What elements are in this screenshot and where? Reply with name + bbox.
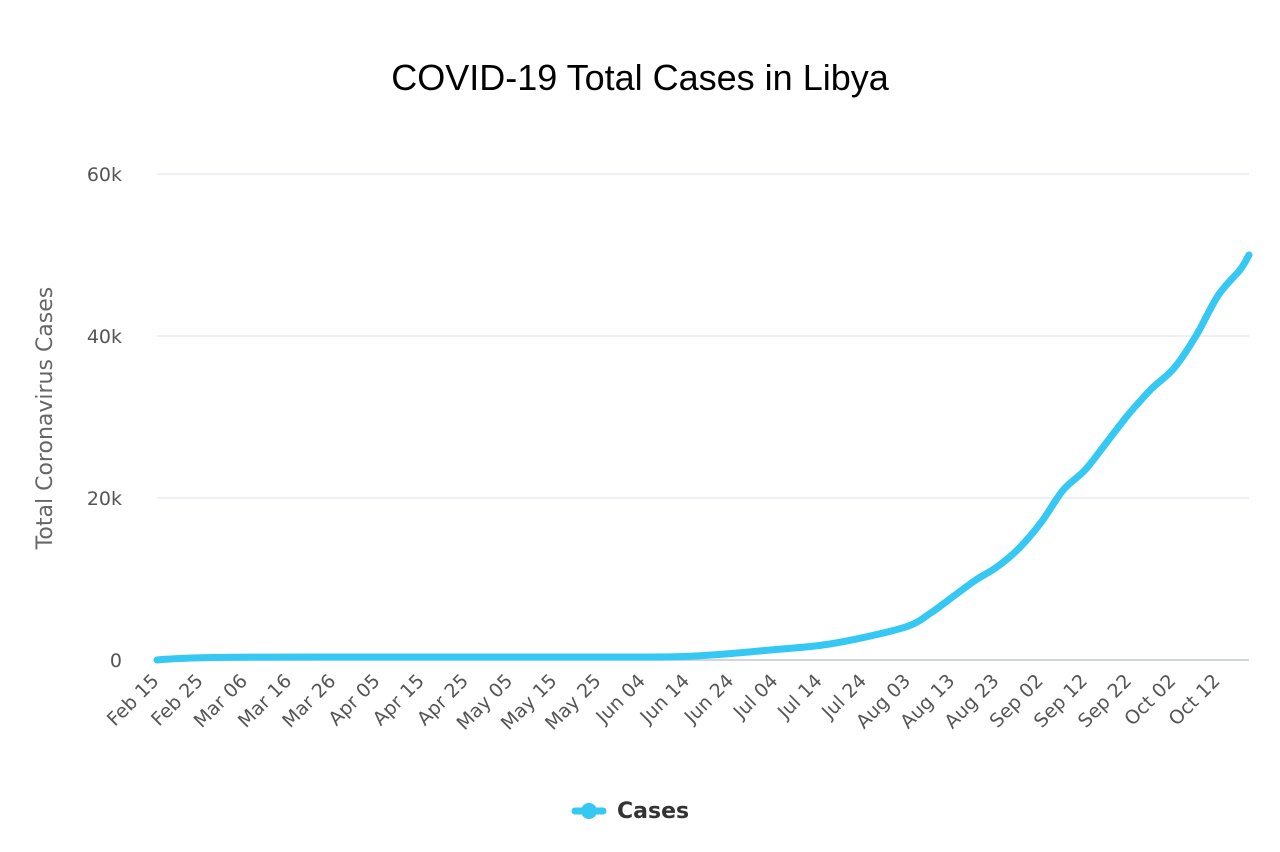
legend-series-label[interactable]: Cases	[617, 799, 689, 824]
legend-series-dot	[581, 803, 597, 819]
chart-title: COVID-19 Total Cases in Libya	[391, 57, 890, 98]
x-tick-label: Jun 24	[680, 670, 739, 729]
y-tick-label: 20k	[87, 488, 122, 510]
x-tick-label: Jun 04	[591, 670, 650, 729]
y-tick-label: 40k	[87, 326, 122, 348]
y-axis-title: Total Coronavirus Cases	[33, 287, 58, 551]
y-axis-ticks: 0 20k 40k 60k	[87, 164, 122, 672]
series-line-cases[interactable]	[153, 251, 1253, 664]
x-tick-label: Jun 14	[635, 670, 694, 729]
x-tick-label: Jul 04	[729, 670, 783, 724]
y-tick-label: 60k	[87, 164, 122, 186]
x-tick-label: Jul 14	[773, 670, 827, 724]
series-group	[153, 251, 1253, 664]
y-tick-label: 0	[110, 650, 122, 672]
legend[interactable]: Cases	[571, 799, 689, 824]
grid-lines	[157, 173, 1249, 661]
